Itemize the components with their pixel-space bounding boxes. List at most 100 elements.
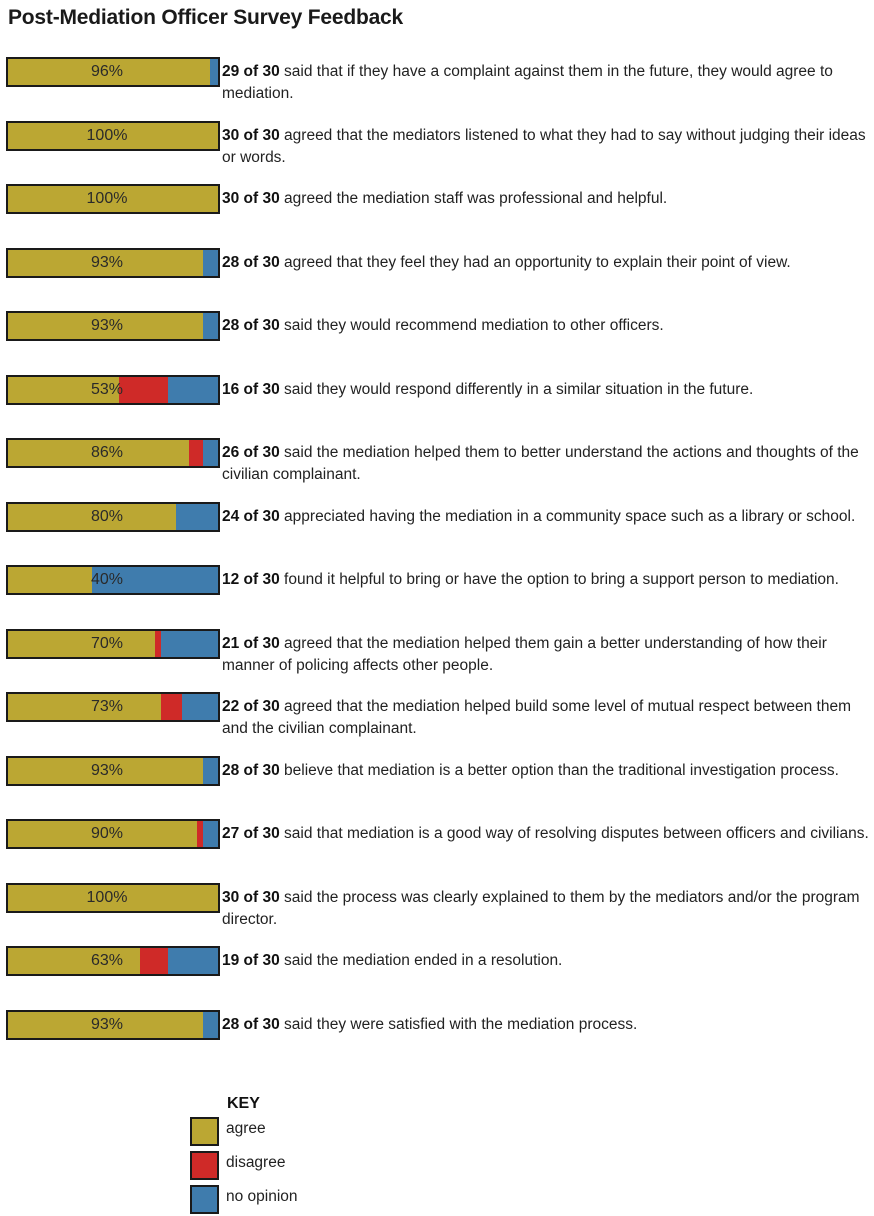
response-count: 30 of 30	[222, 127, 280, 144]
bar-percent-label: 100%	[86, 190, 128, 207]
statement-text: agreed the mediation staff was professio…	[279, 190, 668, 207]
stacked-bar	[6, 502, 220, 532]
response-count: 30 of 30	[222, 889, 280, 906]
row-description: 30 of 30 agreed the mediation staff was …	[222, 188, 870, 210]
bar-percent-label: 63%	[90, 952, 124, 969]
row-description: 28 of 30 agreed that they feel they had …	[222, 252, 870, 274]
stacked-bar	[6, 946, 220, 976]
row-description: 28 of 30 said they were satisfied with t…	[222, 1014, 870, 1036]
statement-text: agreed that the mediators listened to wh…	[222, 127, 866, 166]
disagree-segment	[119, 377, 168, 403]
statement-text: said the process was clearly explained t…	[222, 889, 860, 928]
bar-percent-label: 40%	[90, 571, 124, 588]
no-opinion-segment	[161, 631, 218, 657]
row-description: 30 of 30 said the process was clearly ex…	[222, 887, 870, 931]
response-count: 28 of 30	[222, 1016, 280, 1033]
row-description: 26 of 30 said the mediation helped them …	[222, 442, 870, 486]
disagree-segment	[155, 631, 162, 657]
agree-segment	[8, 821, 197, 847]
stacked-bar	[6, 1010, 220, 1040]
disagree-segment	[188, 440, 204, 466]
no-opinion-segment	[209, 59, 218, 85]
row-description: 19 of 30 said the mediation ended in a r…	[222, 950, 870, 972]
disagree-segment	[140, 948, 168, 974]
stacked-bar	[6, 438, 220, 468]
stacked-bar	[6, 565, 220, 595]
statement-text: believe that mediation is a better optio…	[279, 762, 839, 779]
key-swatch-agree	[190, 1117, 219, 1146]
bar-percent-label: 53%	[90, 381, 124, 398]
row-description: 28 of 30 believe that mediation is a bet…	[222, 760, 870, 782]
response-count: 22 of 30	[222, 698, 280, 715]
agree-segment	[8, 313, 204, 339]
stacked-bar	[6, 248, 220, 278]
no-opinion-segment	[182, 694, 218, 720]
no-opinion-segment	[92, 567, 218, 593]
key-label-no-opinion: no opinion	[226, 1188, 298, 1205]
statement-text: said the mediation ended in a resolution…	[279, 952, 563, 969]
agree-segment	[8, 377, 120, 403]
statement-text: said the mediation helped them to better…	[222, 444, 859, 483]
stacked-bar	[6, 311, 220, 341]
statement-text: agreed that they feel they had an opport…	[279, 254, 791, 271]
response-count: 27 of 30	[222, 825, 280, 842]
response-count: 30 of 30	[222, 190, 280, 207]
agree-segment	[8, 1012, 204, 1038]
response-count: 28 of 30	[222, 317, 280, 334]
statement-text: said they would respond differently in a…	[279, 381, 754, 398]
stacked-bar	[6, 692, 220, 722]
row-description: 16 of 30 said they would respond differe…	[222, 379, 870, 401]
bar-percent-label: 100%	[86, 127, 128, 144]
key-label-agree: agree	[226, 1120, 266, 1137]
response-count: 19 of 30	[222, 952, 280, 969]
statement-text: said they would recommend mediation to o…	[279, 317, 664, 334]
stacked-bar	[6, 883, 220, 913]
statement-text: appreciated having the mediation in a co…	[279, 508, 856, 525]
agree-segment	[8, 567, 92, 593]
agree-segment	[8, 123, 218, 149]
agree-segment	[8, 758, 204, 784]
row-description: 22 of 30 agreed that the mediation helpe…	[222, 696, 870, 740]
row-description: 28 of 30 said they would recommend media…	[222, 315, 870, 337]
bar-percent-label: 93%	[90, 762, 124, 779]
chart-title: Post-Mediation Officer Survey Feedback	[8, 6, 404, 29]
agree-segment	[8, 186, 218, 212]
no-opinion-segment	[203, 250, 218, 276]
response-count: 21 of 30	[222, 635, 280, 652]
response-count: 28 of 30	[222, 254, 280, 271]
response-count: 26 of 30	[222, 444, 280, 461]
no-opinion-segment	[176, 504, 218, 530]
statement-text: agreed that the mediation helped build s…	[222, 698, 852, 737]
response-count: 24 of 30	[222, 508, 280, 525]
bar-percent-label: 80%	[90, 508, 124, 525]
stacked-bar	[6, 121, 220, 151]
no-opinion-segment	[203, 758, 218, 784]
statement-text: said that mediation is a good way of res…	[279, 825, 869, 842]
agree-segment	[8, 440, 189, 466]
key-label-disagree: disagree	[226, 1154, 286, 1171]
row-description: 29 of 30 said that if they have a compla…	[222, 61, 870, 105]
bar-percent-label: 86%	[90, 444, 124, 461]
agree-segment	[8, 59, 210, 85]
key-swatch-no-opinion	[190, 1185, 219, 1214]
bar-percent-label: 93%	[90, 254, 124, 271]
no-opinion-segment	[203, 440, 218, 466]
no-opinion-segment	[203, 313, 218, 339]
no-opinion-segment	[167, 377, 218, 403]
response-count: 28 of 30	[222, 762, 280, 779]
disagree-segment	[197, 821, 204, 847]
bar-percent-label: 70%	[90, 635, 124, 652]
no-opinion-segment	[167, 948, 218, 974]
bar-percent-label: 73%	[90, 698, 124, 715]
bar-percent-label: 96%	[90, 63, 124, 80]
stacked-bar	[6, 819, 220, 849]
agree-segment	[8, 250, 204, 276]
response-count: 29 of 30	[222, 63, 280, 80]
no-opinion-segment	[203, 821, 218, 847]
stacked-bar	[6, 756, 220, 786]
response-count: 12 of 30	[222, 571, 280, 588]
agree-segment	[8, 504, 176, 530]
row-description: 27 of 30 said that mediation is a good w…	[222, 823, 870, 845]
statement-text: agreed that the mediation helped them ga…	[222, 635, 827, 674]
row-description: 21 of 30 agreed that the mediation helpe…	[222, 633, 870, 677]
